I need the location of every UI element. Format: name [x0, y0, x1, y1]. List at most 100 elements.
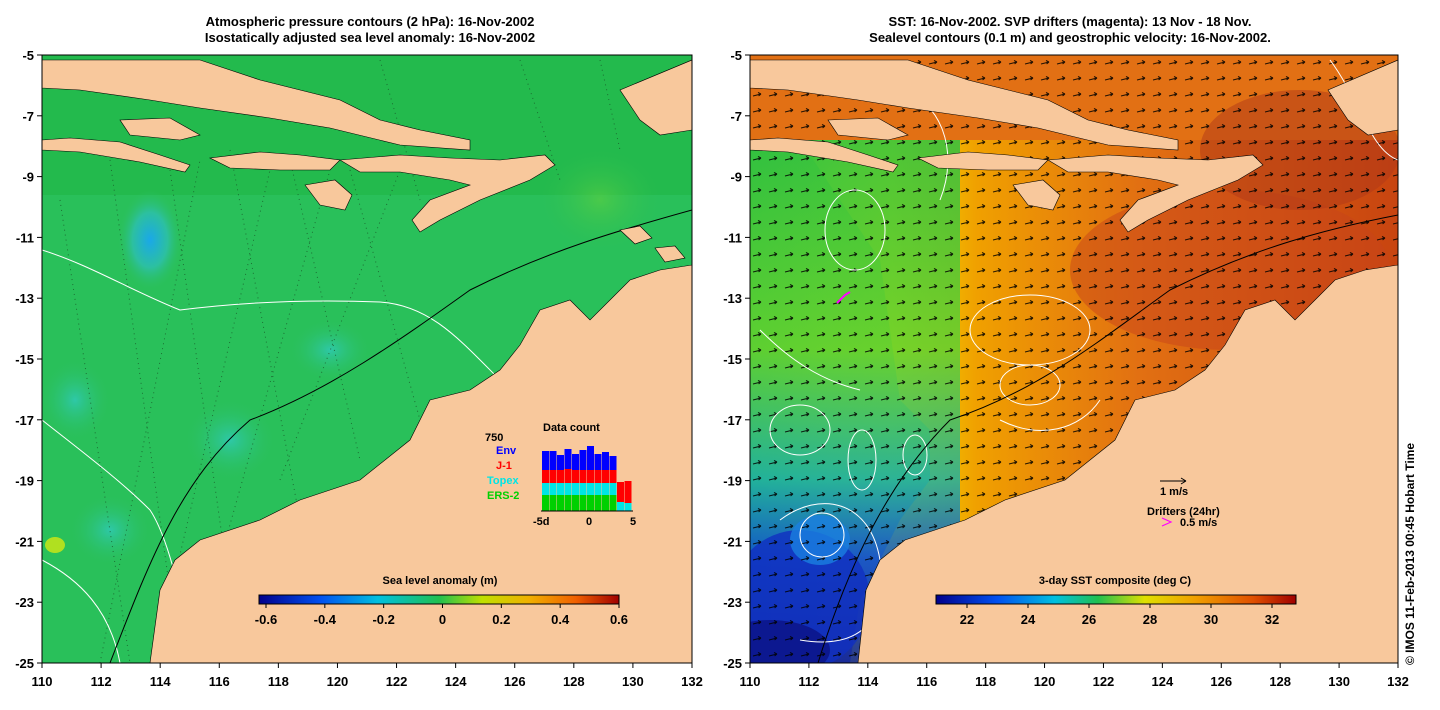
data-count-bar-segment	[602, 495, 609, 511]
right-lat-tick-label: -5	[730, 48, 742, 63]
right-lon-tick-label: 128	[1269, 674, 1291, 689]
data-count-bar-segment	[587, 446, 594, 470]
data-count-bars	[542, 446, 632, 511]
data-count-inset: Data count 750 Env J-1 Topex ERS-2 -5d 0…	[485, 422, 636, 528]
sla-colorbar-tick-label: -0.6	[255, 612, 277, 627]
right-lon-tick-label: 112	[798, 674, 819, 689]
sla-land-australia	[149, 264, 692, 663]
data-count-bar-segment	[602, 470, 609, 483]
copyright-text: © IMOS 11-Feb-2013 00:45 Hobart Time	[1403, 442, 1417, 665]
right-lat-tick-label: -25	[723, 656, 742, 671]
sla-colorbar-ticks: -0.6 -0.4 -0.2 0 0.2 0.4 0.6	[255, 604, 628, 627]
data-count-bar-segment	[557, 470, 564, 483]
right-lon-tick-label: 110	[740, 674, 761, 689]
right-lon-tick-label: 114	[857, 674, 879, 689]
data-count-bar-segment	[564, 495, 572, 511]
legend-topex: Topex	[487, 475, 519, 487]
right-lon-tick-label: 118	[975, 674, 996, 689]
data-count-bar-segment	[542, 470, 549, 483]
data-count-bar-segment	[609, 495, 617, 511]
data-count-tick-end: 5	[630, 516, 636, 528]
data-count-bar-segment	[579, 495, 587, 511]
sst-colorbar-tick-label: 22	[960, 612, 974, 627]
left-lat-tick-label: -23	[15, 595, 34, 610]
vector-scale-arrow	[1160, 477, 1187, 485]
left-lon-tick-label: 114	[150, 674, 172, 689]
left-lat-tick-label: -13	[15, 291, 34, 306]
vector-scale-label: 1 m/s	[1160, 486, 1188, 498]
sst-colorbar	[935, 594, 1297, 605]
right-lat-tick-label: -7	[730, 109, 742, 124]
data-count-bar-segment	[564, 483, 572, 495]
left-panel-title: Atmospheric pressure contours (2 hPa): 1…	[120, 14, 620, 46]
right-lat-tick-label: -9	[730, 170, 742, 185]
sla-colorbar-tick-label: -0.2	[372, 612, 394, 627]
sst-colorbar-tick-label: 32	[1265, 612, 1279, 627]
left-lat-tick-label: -7	[22, 109, 34, 124]
left-lon-tick-label: 110	[32, 674, 53, 689]
data-count-bar-segment	[594, 483, 602, 495]
data-count-bar-segment	[557, 483, 564, 495]
data-count-bar-segment	[572, 483, 579, 495]
data-count-tick-zero: 0	[586, 516, 592, 528]
left-lat-tick-label: -9	[22, 170, 34, 185]
sla-colorbar-tick-label: -0.4	[314, 612, 337, 627]
drifters-label: Drifters (24hr)	[1147, 506, 1220, 518]
right-lon-tick-label: 120	[1034, 674, 1056, 689]
left-lat-tick-label: -15	[15, 352, 34, 367]
right-panel-title: SST: 16-Nov-2002. SVP drifters (magenta)…	[800, 14, 1340, 46]
sla-colorbar-tick-label: 0.6	[610, 612, 628, 627]
right-lon-tick-label: 132	[1387, 674, 1409, 689]
sla-bathymetry-contour	[109, 209, 692, 663]
right-lon-tick-label: 126	[1210, 674, 1232, 689]
left-lon-tick-label: 118	[268, 674, 289, 689]
legend-env: Env	[496, 445, 517, 457]
left-lat-tick-label: -17	[15, 413, 34, 428]
right-lat-tick-label: -19	[723, 474, 742, 489]
left-lat-tick-label: -25	[15, 656, 34, 671]
left-lat-tick-label: -21	[15, 534, 34, 549]
right-lat-tick-label: -13	[723, 291, 742, 306]
sst-colorbar-ticks: 22 24 26 28 30 32	[960, 604, 1279, 627]
sla-colorbar-tick-label: 0	[439, 612, 446, 627]
data-count-bar-segment	[549, 495, 557, 511]
drifter-scale-label: 0.5 m/s	[1180, 517, 1217, 529]
left-lon-tick-label: 120	[327, 674, 349, 689]
data-count-bar-segment	[609, 470, 617, 483]
sst-map	[750, 55, 1398, 663]
sst-colorbar-tick-label: 28	[1143, 612, 1157, 627]
sst-colorbar-tick-label: 24	[1021, 612, 1036, 627]
data-count-bar-segment	[542, 483, 549, 495]
data-count-title: Data count	[543, 422, 600, 434]
right-lat-tick-label: -17	[723, 413, 742, 428]
right-lon-tick-label: 122	[1093, 674, 1115, 689]
right-lon-tick-label: 130	[1328, 674, 1350, 689]
sla-colorbar-tick-label: 0.4	[551, 612, 570, 627]
drifter-scale-arrow	[1161, 517, 1173, 527]
data-count-bar-segment	[579, 483, 587, 495]
sst-colorbar-label: 3-day SST composite (deg C)	[1039, 575, 1192, 587]
data-count-bar-segment	[624, 481, 632, 503]
data-count-bar-segment	[549, 470, 557, 483]
sla-colorbar-label: Sea level anomaly (m)	[383, 575, 498, 587]
legend-j1: J-1	[496, 460, 512, 472]
left-lat-tick-label: -11	[16, 230, 34, 245]
sla-land-java	[42, 137, 191, 173]
legend-ers2: ERS-2	[487, 490, 519, 502]
map-axis-ticks: 110 112 114 116 118 120 122 124 126 128 130 132 -5 -7…	[15, 48, 1409, 689]
left-title-line2: Isostatically adjusted sea level anomaly…	[204, 30, 536, 45]
sla-map	[42, 55, 692, 663]
left-lon-tick-label: 126	[504, 674, 526, 689]
right-title-line1: SST: 16-Nov-2002. SVP drifters (magenta)…	[888, 14, 1252, 29]
data-count-bar-segment	[542, 495, 549, 511]
data-count-bar-segment	[602, 483, 609, 495]
data-count-bar-segment	[587, 470, 594, 483]
data-count-bar-segment	[549, 483, 557, 495]
data-count-bar-segment	[557, 455, 564, 470]
data-count-bar-segment	[572, 470, 579, 483]
data-count-bar-segment	[579, 470, 587, 483]
left-lon-tick-label: 130	[622, 674, 644, 689]
right-lat-tick-label: -21	[723, 534, 742, 549]
sla-colorbar-tick-label: 0.2	[492, 612, 510, 627]
data-count-bar-segment	[617, 482, 624, 502]
